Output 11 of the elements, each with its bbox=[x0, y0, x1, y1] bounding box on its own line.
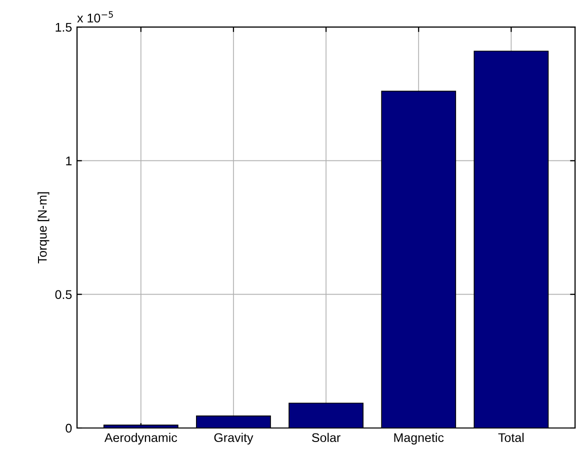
y-axis-title: Torque [N-m] bbox=[38, 192, 50, 264]
text: x 10$^{−5}$ bbox=[77, 11, 113, 22]
y-tick-label: 0.5 bbox=[55, 290, 72, 300]
y-tick-label: 1.5 bbox=[56, 22, 72, 32]
y-tick-label: 0 bbox=[66, 424, 72, 433]
x-tick-label: Magnetic bbox=[394, 432, 444, 445]
y-tick-label: 1 bbox=[66, 156, 72, 166]
x-tick-label: Aerodynamic bbox=[104, 432, 178, 445]
x-tick-label: Total bbox=[498, 432, 524, 442]
x-tick-label: Gravity bbox=[214, 432, 254, 445]
x-tick-label: Solar bbox=[312, 432, 340, 442]
